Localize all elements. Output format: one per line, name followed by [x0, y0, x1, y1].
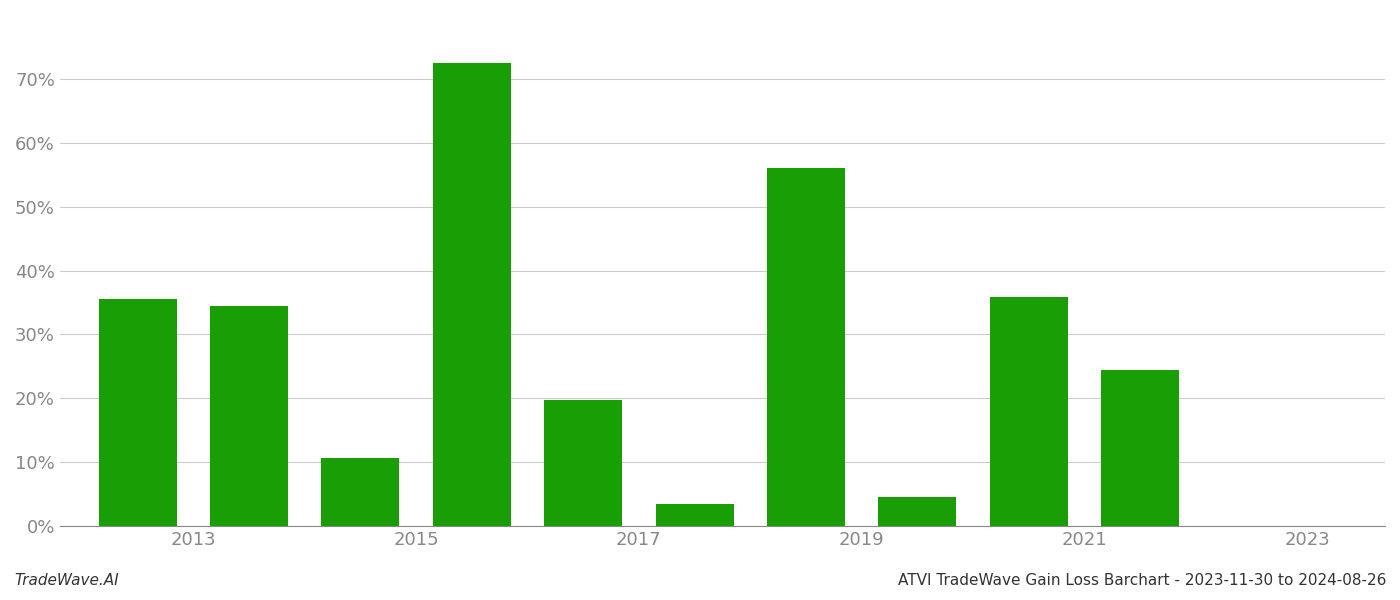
Bar: [767, 169, 844, 526]
Bar: [322, 458, 399, 526]
Text: TradeWave.AI: TradeWave.AI: [14, 573, 119, 588]
Bar: [99, 299, 176, 526]
Bar: [878, 497, 956, 526]
Bar: [990, 298, 1068, 526]
Bar: [210, 306, 288, 526]
Bar: [433, 63, 511, 526]
Bar: [545, 400, 622, 526]
Text: ATVI TradeWave Gain Loss Barchart - 2023-11-30 to 2024-08-26: ATVI TradeWave Gain Loss Barchart - 2023…: [897, 573, 1386, 588]
Bar: [655, 505, 734, 526]
Bar: [1100, 370, 1179, 526]
